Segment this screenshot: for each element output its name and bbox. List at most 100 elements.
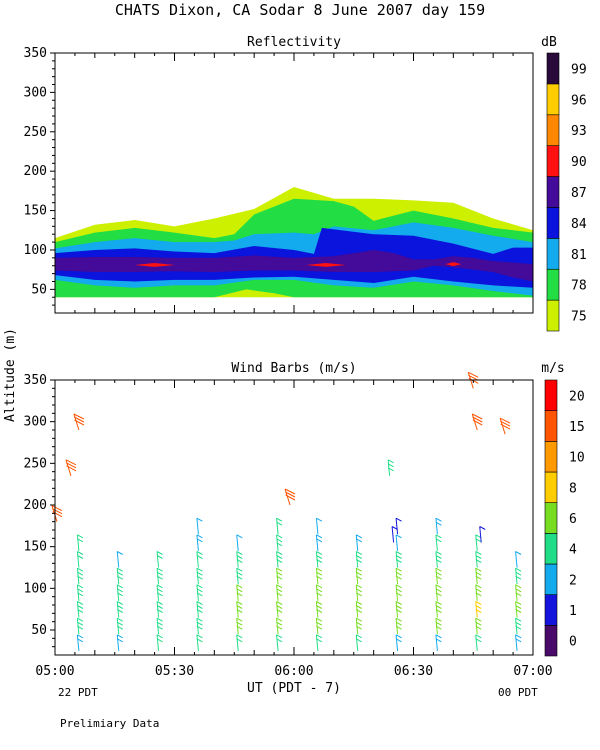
wind-barb	[395, 584, 402, 601]
wind-barb	[76, 551, 84, 568]
wind-barb-feather	[515, 625, 522, 630]
wind-barb-staff	[479, 526, 482, 543]
wind-barb	[116, 567, 123, 585]
wind-barb-feather	[52, 511, 63, 518]
wind-barb-feather	[285, 494, 296, 501]
wind-colorbar-swatch	[544, 379, 558, 411]
wind-barb-feather	[77, 621, 84, 626]
wind-barb-feather	[156, 605, 163, 609]
wind-barb-feather	[355, 559, 362, 563]
wind-barb-feather	[316, 551, 323, 555]
wind-barb-feather	[395, 567, 402, 572]
wind-barb-feather	[316, 588, 323, 593]
wind-barb-feather	[435, 521, 442, 526]
wind-barb-feather	[475, 625, 482, 630]
wind-barb-feather	[395, 621, 402, 626]
wind-barb-staff	[391, 526, 395, 543]
wind-barb-feather	[472, 416, 483, 423]
wind-barb	[475, 584, 482, 601]
wind-barb-feather	[116, 634, 123, 639]
x-axis-label: UT (PDT - 7)	[247, 681, 341, 696]
wind-barb	[395, 634, 402, 651]
wind-barb	[435, 617, 442, 635]
wind-barb-feather	[276, 517, 283, 522]
wind-barb-feather	[236, 551, 243, 555]
wind-barb-feather	[284, 488, 296, 495]
wind-barb-feather	[66, 462, 77, 469]
wind-colorbar-label: 15	[569, 420, 585, 435]
reflectivity-x-ticks	[54, 53, 534, 313]
wind-barb	[116, 584, 123, 601]
wind-barb-staff	[196, 518, 199, 535]
wind-barb-staff	[65, 459, 72, 476]
wind-barb-feather	[468, 371, 479, 378]
wind-barb-feather	[77, 555, 84, 559]
wind-barb-feather	[387, 459, 394, 464]
wind-barb-feather	[395, 575, 402, 580]
wind-barb-feather	[435, 605, 442, 609]
wind-barb-feather	[475, 555, 482, 559]
wind-barb-feather	[435, 634, 442, 639]
wind-barb	[236, 567, 243, 585]
wind-barb	[116, 634, 123, 651]
wind-barb	[276, 534, 283, 551]
wind-barb-feather	[316, 575, 323, 580]
wind-barb	[276, 517, 283, 535]
wind-barb-staff	[355, 634, 359, 651]
wind-barb-feather	[355, 584, 362, 589]
wind-barb-staff	[276, 518, 279, 535]
reflectivity-colorbar-swatch	[546, 207, 560, 239]
wind-barb-feather	[316, 517, 323, 522]
wind-barb	[276, 634, 283, 651]
wind-barb-feather	[435, 555, 442, 559]
wind-barb	[395, 567, 402, 585]
wind-barb-staff	[76, 634, 80, 651]
wind-barbs-plot-area	[51, 371, 522, 651]
wind-barb	[196, 601, 203, 618]
reflectivity-colorbar-label: 87	[571, 186, 587, 201]
wind-barb	[236, 617, 243, 635]
wind-x-tick-label: 06:30	[394, 664, 433, 679]
reflectivity-colorbar-swatch	[546, 268, 560, 301]
reflectivity-band-87	[55, 249, 533, 282]
wind-barb-feather	[116, 601, 123, 605]
wind-barb-feather	[196, 555, 203, 559]
wind-barb	[276, 567, 283, 585]
refl-y-tick-label: 250	[24, 125, 47, 140]
wind-barb-feather	[156, 634, 163, 639]
wind-barb-feather	[77, 575, 84, 580]
wind-barb-feather	[196, 638, 203, 643]
wind-barb-feather	[355, 617, 362, 622]
wind-barb	[156, 567, 163, 585]
wind-barb-feather	[77, 634, 84, 639]
wind-barb	[276, 584, 283, 601]
wind-barb	[515, 584, 522, 601]
wind-barb-feather	[395, 625, 402, 630]
reflectivity-colorbar-swatch	[546, 52, 560, 85]
wind-barb-feather	[196, 592, 203, 597]
wind-barb-feather	[276, 617, 283, 622]
x-right-note: 00 PDT	[498, 686, 538, 699]
wind-barb-feather	[355, 575, 362, 580]
wind-barb-feather	[77, 625, 84, 630]
wind-barb	[156, 551, 163, 568]
wind-barb-feather	[276, 551, 283, 555]
wind-barb-feather	[355, 534, 362, 539]
wind-barb	[435, 567, 442, 585]
wind-barb-feather	[316, 601, 323, 605]
wind-barb	[196, 634, 203, 651]
wind-x-tick-label: 05:00	[35, 664, 74, 679]
wind-barb-feather	[236, 634, 243, 639]
reflectivity-y-axis: 50 100 150 200 250 300 350	[24, 46, 55, 306]
wind-barb	[515, 567, 522, 585]
wind-barb-staff	[284, 488, 291, 506]
wind-barb-feather	[355, 625, 362, 630]
wind-barb	[355, 601, 362, 618]
wind-x-axis: 05:00 05:30 06:00 06:30 07:00	[35, 380, 553, 679]
wind-barb-feather	[515, 638, 522, 643]
wind-barb-feather	[77, 638, 84, 643]
wind-barb-feather	[276, 538, 283, 543]
wind-barb-feather	[276, 601, 283, 605]
wind-barb-feather	[475, 617, 482, 622]
wind-barb	[395, 517, 402, 535]
